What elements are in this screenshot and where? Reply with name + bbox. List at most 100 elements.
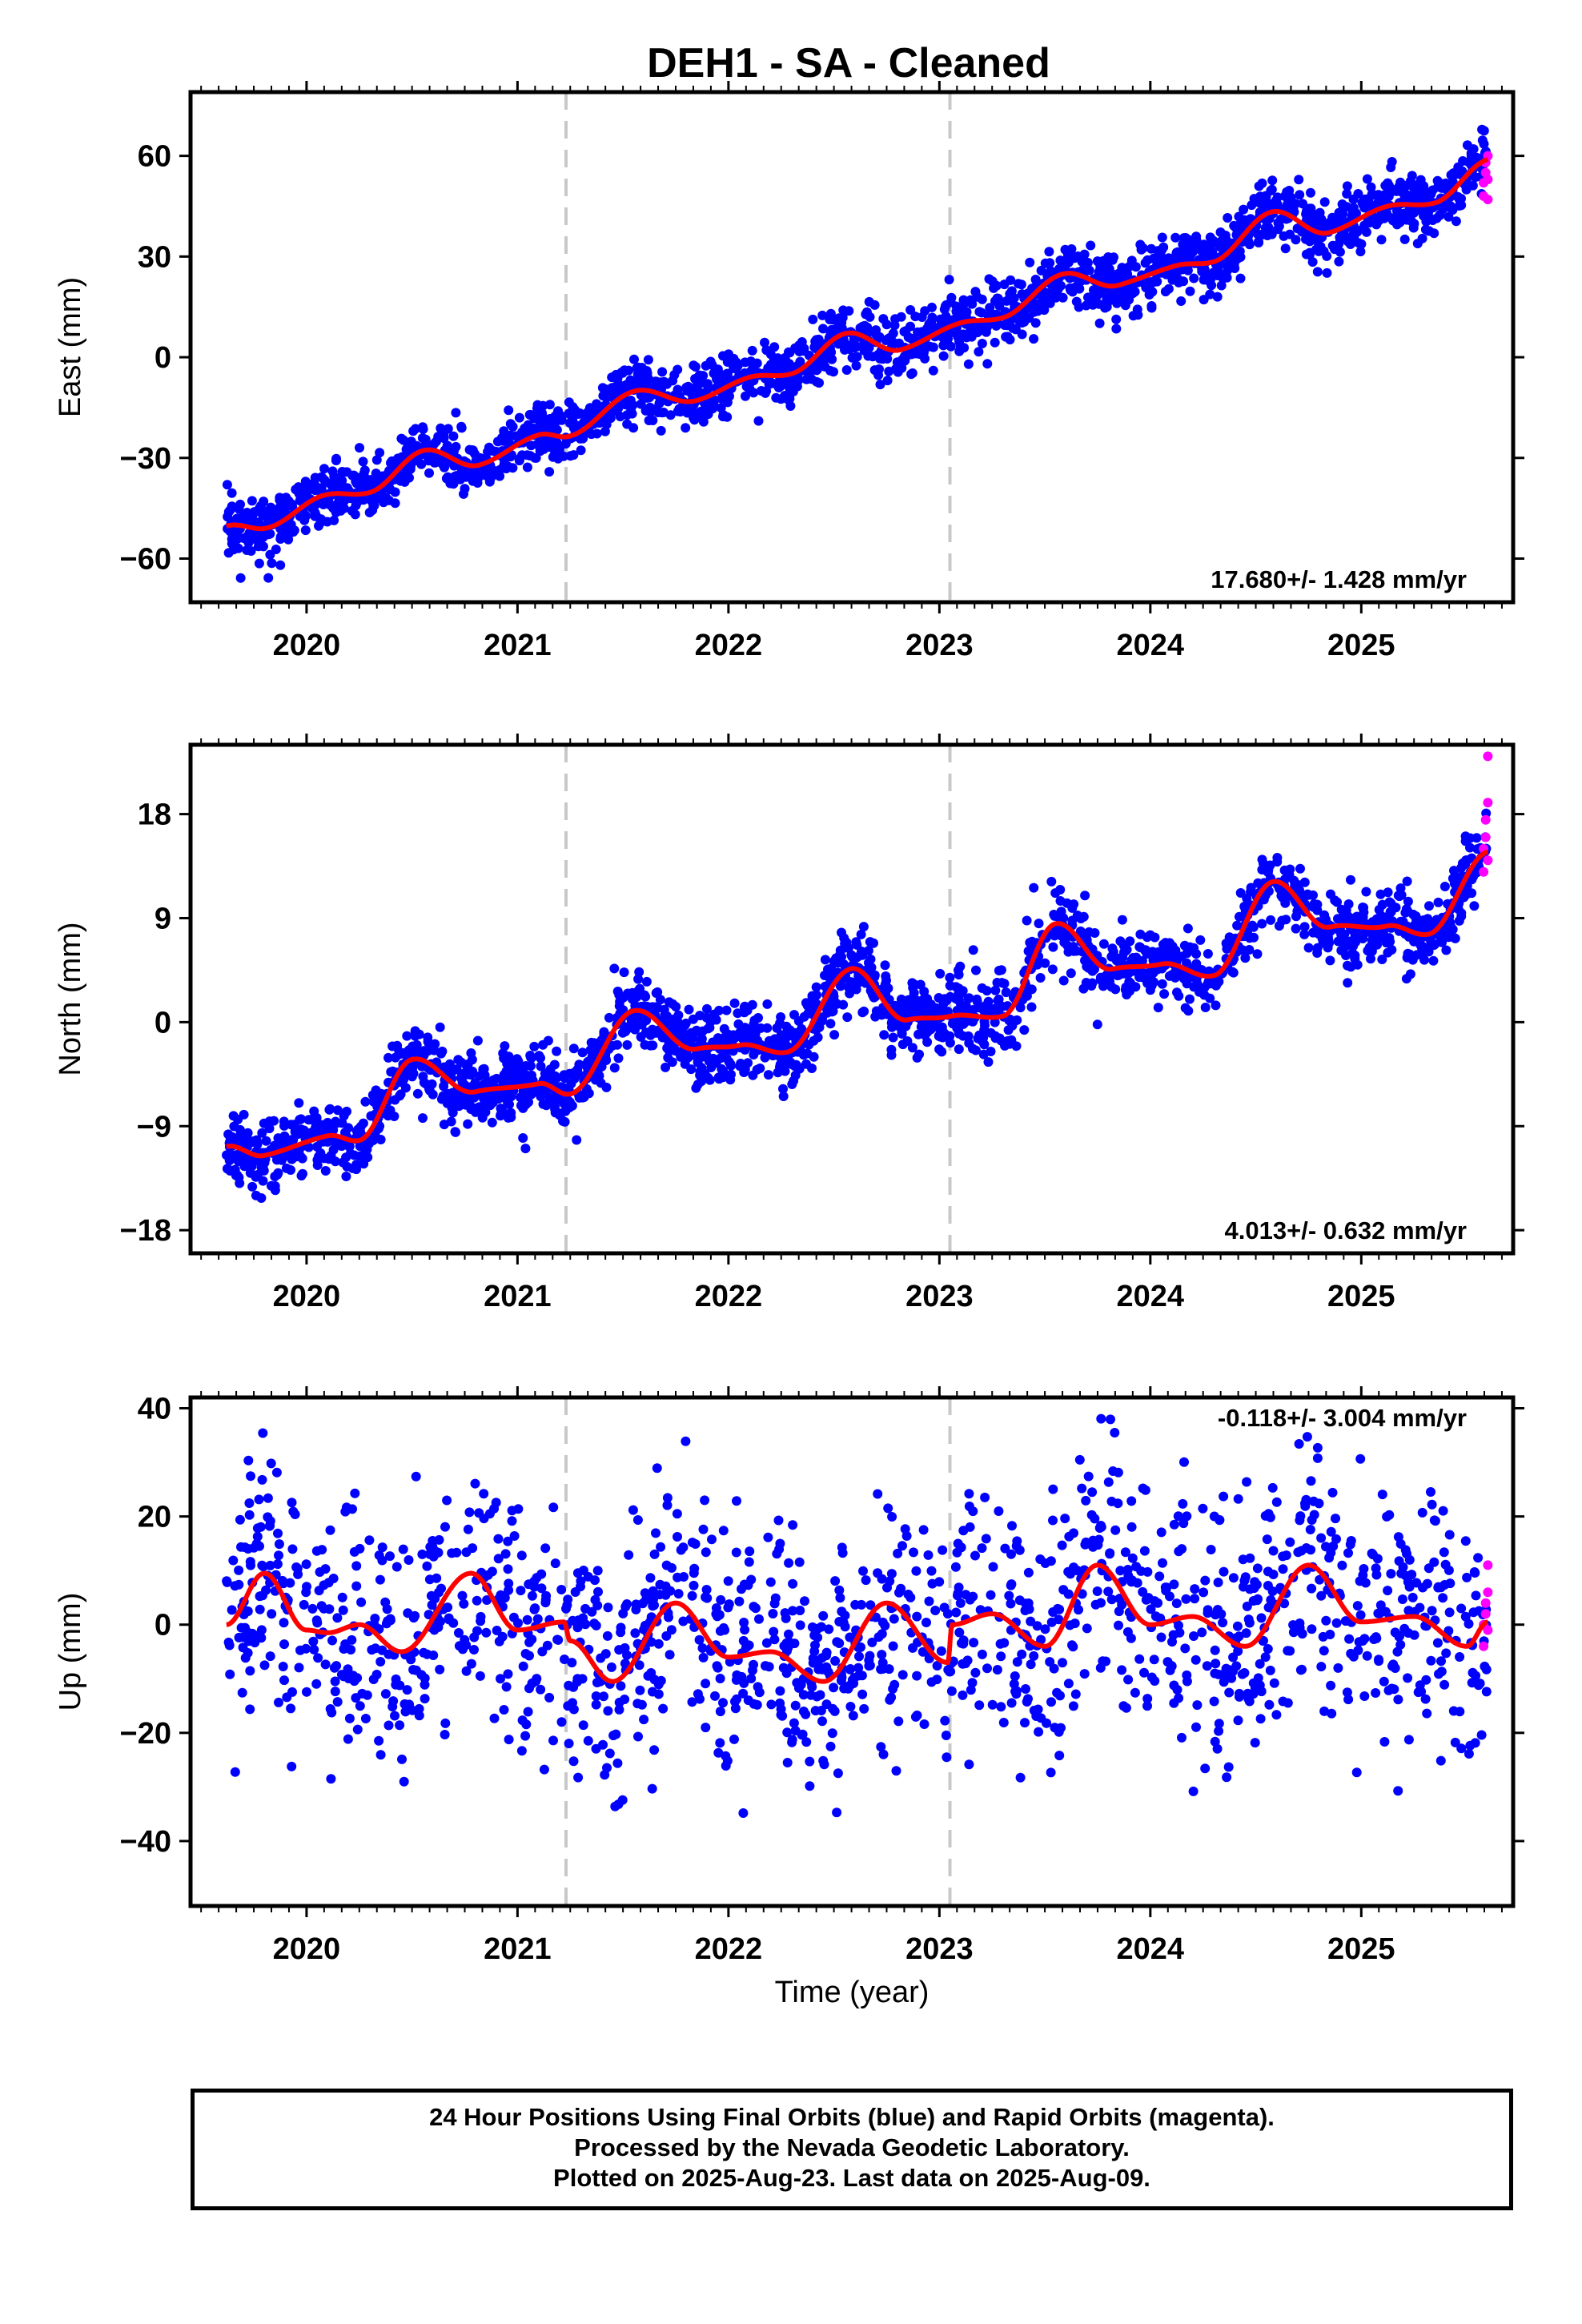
east-final-point (254, 558, 264, 569)
east-final-point (829, 367, 838, 377)
east-final-point (1312, 267, 1323, 277)
east-final-point (1396, 215, 1407, 225)
north-final-point (617, 1027, 628, 1038)
east-final-point (280, 500, 291, 510)
up-final-point (244, 1510, 255, 1520)
north-final-point (1257, 865, 1267, 875)
north-final-point (437, 1046, 448, 1056)
north-final-point (1257, 919, 1267, 929)
north-final-point (430, 1039, 440, 1049)
east-final-point (944, 275, 954, 285)
north-final-point (880, 960, 890, 971)
north-final-point (1408, 909, 1419, 919)
east-final-point (406, 436, 416, 447)
up-final-point (1250, 1738, 1260, 1748)
east-final-point (408, 426, 419, 436)
up-final-point (1439, 1679, 1450, 1690)
north-final-point (1022, 915, 1032, 926)
east-y-tick-label: 30 (138, 240, 171, 274)
north-final-point (739, 1007, 749, 1018)
up-final-point (258, 1428, 268, 1438)
north-final-point (1153, 1003, 1163, 1013)
north-final-point (410, 1026, 420, 1036)
north-final-point (978, 1031, 988, 1041)
north-final-point (435, 1022, 445, 1032)
north-final-point (1402, 876, 1412, 887)
east-final-point (1295, 190, 1305, 200)
east-final-point (954, 346, 965, 356)
east-final-point (985, 303, 995, 313)
north-final-point (452, 1064, 462, 1075)
up-final-point (1429, 1557, 1439, 1567)
east-final-point (1118, 270, 1129, 280)
north-final-point (390, 1095, 400, 1105)
up-final-point (1199, 1587, 1209, 1598)
up-final-point (946, 1686, 957, 1696)
north-final-point (1174, 967, 1185, 978)
north-final-point (947, 1019, 958, 1029)
north-final-point (387, 1066, 398, 1076)
north-final-point (504, 1076, 515, 1087)
east-final-point (495, 471, 505, 481)
north-final-point (1050, 911, 1060, 921)
north-final-point (1403, 896, 1413, 907)
north-final-point (1120, 985, 1130, 995)
up-final-point (1355, 1454, 1366, 1464)
north-final-point (739, 1067, 749, 1077)
north-final-point (1428, 955, 1439, 966)
north-final-point (811, 1024, 821, 1035)
up-final-point (420, 1694, 430, 1704)
east-final-point (963, 359, 974, 369)
north-final-point (1185, 972, 1195, 983)
north-final-point (454, 1089, 464, 1100)
east-final-point (818, 324, 828, 334)
east-final-point (605, 413, 616, 424)
north-final-point (789, 1010, 799, 1020)
east-final-point (1322, 267, 1332, 278)
east-final-point (748, 360, 758, 370)
east-final-point (1036, 265, 1046, 275)
east-final-point (359, 468, 369, 479)
east-final-point (499, 460, 509, 471)
east-final-point (235, 573, 246, 583)
north-final-point (683, 1052, 693, 1063)
east-final-point (592, 428, 602, 439)
north-final-point (897, 1007, 908, 1018)
up-final-point (1154, 1571, 1165, 1582)
east-rate-label: 17.680+/- 1.428 mm/yr (1211, 565, 1467, 593)
up-final-point (790, 1700, 801, 1711)
north-final-point (983, 1057, 994, 1068)
north-final-point (1350, 951, 1360, 961)
north-final-point (880, 980, 890, 991)
north-final-point (1082, 961, 1092, 971)
north-final-point (934, 993, 944, 1003)
north-final-point (506, 1112, 516, 1123)
up-final-point (689, 1580, 699, 1590)
up-final-point (1156, 1527, 1166, 1538)
north-final-point (1067, 903, 1078, 913)
east-final-point (632, 363, 642, 373)
north-final-point (890, 1000, 901, 1011)
east-final-point (381, 493, 391, 503)
up-final-point (1242, 1601, 1252, 1611)
east-final-point (1117, 263, 1127, 273)
north-final-point (688, 1031, 698, 1041)
north-final-point (697, 1068, 707, 1079)
north-final-point (549, 1059, 560, 1070)
up-final-point (1114, 1620, 1123, 1630)
north-final-point (1346, 875, 1355, 885)
east-final-point (283, 534, 294, 545)
east-final-point (753, 416, 764, 426)
up-final-point (1029, 1651, 1039, 1661)
north-final-point (239, 1161, 250, 1172)
up-final-point (1219, 1491, 1229, 1502)
north-final-point (968, 1043, 978, 1054)
north-final-point (798, 1050, 809, 1060)
north-final-point (857, 947, 866, 956)
up-final-point (583, 1735, 593, 1746)
north-final-point (1115, 936, 1126, 947)
north-final-point (290, 1122, 300, 1132)
east-final-point (319, 464, 329, 474)
north-final-point (550, 1108, 560, 1118)
up-final-point (1191, 1655, 1201, 1665)
